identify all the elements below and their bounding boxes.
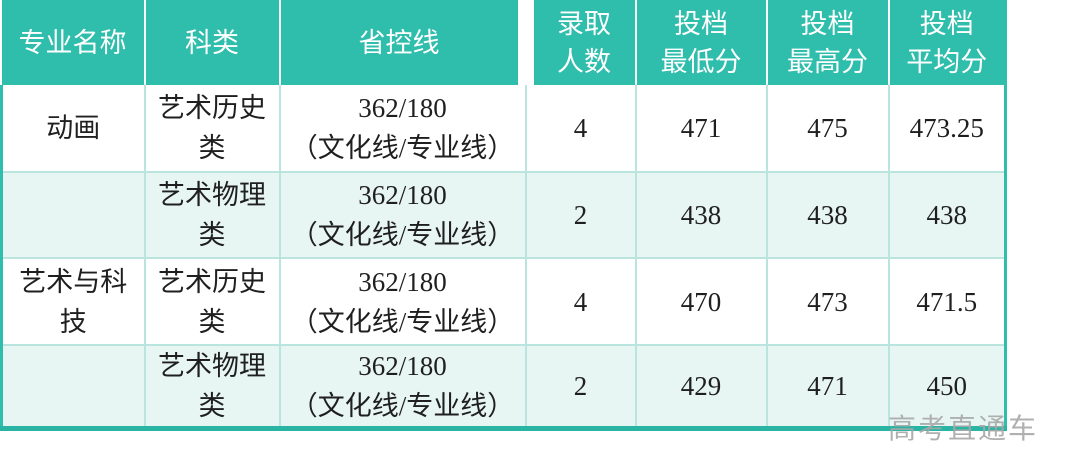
admission-score-table: 专业名称 科类 省控线 录取 人数 投档 最低分 投档 最高分 投档 平均分 动画 艺术历史 … bbox=[0, 0, 1007, 431]
cell-min_score: 470 bbox=[634, 257, 767, 345]
table-row: 艺术与科 技艺术历史 类 362/180 （文化线/专业线） 4 470 473 471.… bbox=[0, 257, 1006, 345]
cell-avg_score: 473.25 bbox=[887, 85, 1006, 172]
table-row: 艺术物理 类 362/180 （文化线/专业线） 2 429 471 450 bbox=[0, 344, 1006, 429]
cell-major bbox=[0, 344, 145, 429]
cell-control_line: 362/180 （文化线/专业线） bbox=[278, 171, 526, 258]
cell-min_score: 438 bbox=[634, 171, 767, 258]
column-header-max_score: 投档 最高分 bbox=[765, 0, 889, 85]
cell-min_score: 471 bbox=[634, 85, 767, 172]
cell-max_score: 471 bbox=[765, 344, 889, 429]
cell-admit_count: 4 bbox=[524, 85, 636, 172]
cell-major: 动画 bbox=[0, 85, 145, 172]
cell-admit_count: 2 bbox=[524, 171, 636, 258]
cell-max_score: 438 bbox=[765, 171, 889, 258]
cell-category: 艺术历史 类 bbox=[143, 257, 280, 345]
cell-major: 艺术与科 技 bbox=[0, 257, 145, 345]
cell-category: 艺术历史 类 bbox=[143, 85, 280, 172]
column-header-min_score: 投档 最低分 bbox=[634, 0, 767, 85]
column-header-major: 专业名称 bbox=[1, 0, 145, 85]
cell-avg_score: 438 bbox=[887, 171, 1006, 258]
cell-admit_count: 4 bbox=[524, 257, 636, 345]
cell-min_score: 429 bbox=[634, 344, 767, 429]
cell-control_line: 362/180 （文化线/专业线） bbox=[278, 344, 526, 429]
column-header-category: 科类 bbox=[143, 0, 280, 85]
column-header-admit_count: 录取 人数 bbox=[517, 0, 636, 85]
cell-control_line: 362/180 （文化线/专业线） bbox=[278, 257, 526, 345]
header-row: 专业名称 科类 省控线 录取 人数 投档 最低分 投档 最高分 投档 平均分 bbox=[1, 0, 1006, 85]
cell-control_line: 362/180 （文化线/专业线） bbox=[278, 85, 526, 172]
table-row: 动画 艺术历史 类 362/180 （文化线/专业线） 4 471 475 473.25 bbox=[0, 85, 1006, 172]
table-row: 艺术物理 类 362/180 （文化线/专业线） 2 438 438 438 bbox=[0, 171, 1006, 258]
cell-major bbox=[0, 171, 145, 258]
cell-max_score: 475 bbox=[765, 85, 889, 172]
table-body: 动画 艺术历史 类 362/180 （文化线/专业线） 4 471 475 473.25 艺术… bbox=[0, 85, 1006, 429]
cell-admit_count: 2 bbox=[524, 344, 636, 429]
column-header-avg_score: 投档 平均分 bbox=[887, 0, 1006, 85]
cell-avg_score: 450 bbox=[887, 344, 1006, 429]
cell-max_score: 473 bbox=[765, 257, 889, 345]
cell-category: 艺术物理 类 bbox=[143, 171, 280, 258]
cell-category: 艺术物理 类 bbox=[143, 344, 280, 429]
column-header-control_line: 省控线 bbox=[278, 0, 526, 85]
cell-avg_score: 471.5 bbox=[887, 257, 1006, 345]
